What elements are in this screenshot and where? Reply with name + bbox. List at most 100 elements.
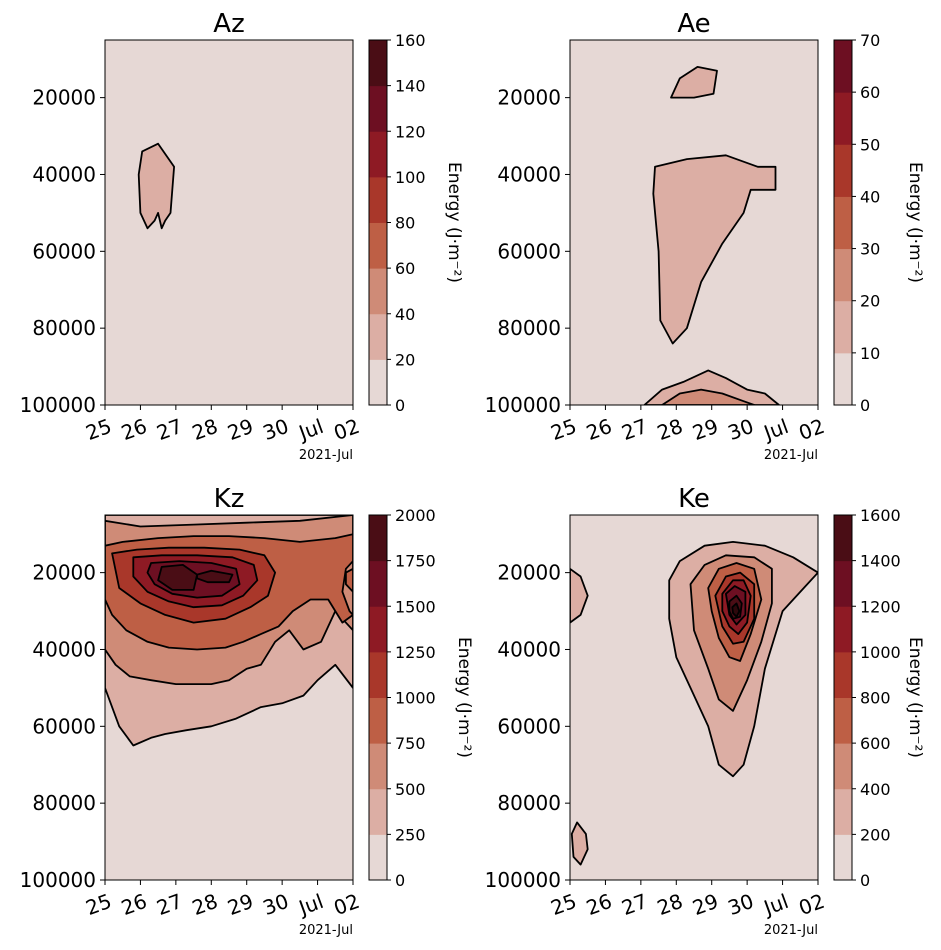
x-tick-label: 27 [153, 414, 185, 445]
plot-frame [104, 514, 354, 881]
colorbar-band [834, 834, 852, 881]
colorbar-band [834, 196, 852, 250]
y-tick-label: 60000 [497, 714, 561, 738]
x-tick-label: Jul [294, 889, 327, 920]
y-tick-label: 60000 [497, 239, 561, 263]
colorbar-tick-label: 0 [395, 871, 405, 890]
colorbar-tick-label: 20 [395, 350, 415, 369]
colorbar-band [369, 560, 387, 607]
chart-title: Az [213, 9, 244, 39]
colorbar-band [369, 743, 387, 790]
contour-region [196, 569, 234, 584]
x-tick-label: 26 [583, 889, 615, 920]
y-tick-label: 80000 [32, 791, 96, 815]
colorbar-band [834, 788, 852, 835]
colorbar-band [369, 268, 387, 315]
colorbar-tick-label: 1000 [860, 643, 901, 662]
x-tick-label: 29 [224, 414, 256, 445]
colorbar-tick-label: 800 [860, 689, 891, 708]
y-tick-label: 100000 [485, 393, 561, 417]
colorbar-tick-label: 1200 [860, 597, 901, 616]
contour-region [570, 821, 589, 866]
y-tick-label: 60000 [32, 239, 96, 263]
colorbar-tick-label: 1600 [860, 506, 901, 525]
x-tick-label: 02 [796, 889, 828, 920]
y-tick-label: 40000 [32, 637, 96, 661]
colorbar-band [834, 144, 852, 197]
chart-title: Ae [677, 9, 710, 39]
x-tick-label: 26 [118, 889, 150, 920]
colorbar-tick-label: 1750 [395, 552, 436, 571]
colorbar-band [369, 515, 387, 562]
y-tick-label: 100000 [485, 868, 561, 892]
x-tick-label: 26 [118, 414, 150, 445]
colorbar-band [834, 560, 852, 607]
y-tick-label: 100000 [20, 393, 96, 417]
x-tick-label: 26 [583, 414, 615, 445]
colorbar-tick-label: 160 [395, 31, 426, 50]
colorbar-frame [833, 39, 853, 406]
x-tick-label: 29 [689, 414, 721, 445]
colorbar-tick-label: 20 [860, 292, 880, 311]
x-tick-label: Jul [759, 889, 792, 920]
colorbar-tick-label: 80 [395, 214, 415, 233]
colorbar-band [834, 352, 852, 406]
colorbar-tick-label: 60 [395, 259, 415, 278]
colorbar-band [834, 697, 852, 744]
colorbar-tick-label: 1000 [395, 689, 436, 708]
colorbar-band [834, 651, 852, 698]
colorbar-tick-label: 750 [395, 734, 426, 753]
colorbar-band [369, 359, 387, 406]
x-tick-label: 28 [189, 889, 221, 920]
colorbar-tick-label: 400 [860, 780, 891, 799]
x-tick-label: Jul [294, 414, 327, 445]
colorbar-band [834, 40, 852, 93]
colorbar-tick-label: 60 [860, 83, 880, 102]
colorbar-tick-label: 0 [395, 396, 405, 415]
x-tick-label: 27 [618, 414, 650, 445]
colorbar-label: Energy (J·m⁻²) [905, 162, 925, 283]
contour-region [345, 567, 353, 593]
colorbar-tick-label: 30 [860, 240, 880, 259]
x-tick-label: 30 [725, 889, 757, 920]
colorbar-tick-label: 40 [860, 187, 880, 206]
x-tick-label: 30 [260, 889, 292, 920]
colorbar-tick-label: 250 [395, 825, 426, 844]
colorbar-band [834, 300, 852, 354]
colorbar-band [834, 248, 852, 302]
x-tick-label: 28 [189, 414, 221, 445]
contour-region [731, 602, 741, 618]
colorbar-band [369, 85, 387, 132]
contour-fields [570, 541, 818, 866]
colorbar-band [369, 697, 387, 744]
colorbar-tick-label: 500 [395, 780, 426, 799]
x-tick-label: Jul [759, 414, 792, 445]
x-tick-label: 02 [331, 414, 363, 445]
colorbar-tick-label: 100 [395, 168, 426, 187]
x-tick-label: 25 [548, 889, 580, 920]
x-axis-offset-label: 2021-Jul [299, 923, 353, 938]
x-tick-label: 25 [83, 414, 115, 445]
colorbar-band [369, 651, 387, 698]
colorbar-tick-label: 120 [395, 122, 426, 141]
x-axis-offset-label: 2021-Jul [299, 448, 353, 463]
colorbar-tick-label: 0 [860, 396, 870, 415]
y-tick-label: 20000 [497, 561, 561, 585]
y-tick-label: 80000 [32, 316, 96, 340]
plot-frame [104, 39, 354, 406]
colorbar-band [369, 788, 387, 835]
colorbar-tick-label: 40 [395, 305, 415, 324]
colorbar-tick-label: 0 [860, 871, 870, 890]
x-tick-label: 29 [224, 889, 256, 920]
y-tick-label: 20000 [32, 86, 96, 110]
contour-region [137, 142, 175, 230]
colorbar-band [834, 743, 852, 790]
contour-fields [137, 142, 175, 230]
colorbar-band [834, 606, 852, 653]
contour-region [670, 66, 718, 99]
colorbar-band [369, 834, 387, 881]
x-tick-label: 28 [654, 889, 686, 920]
